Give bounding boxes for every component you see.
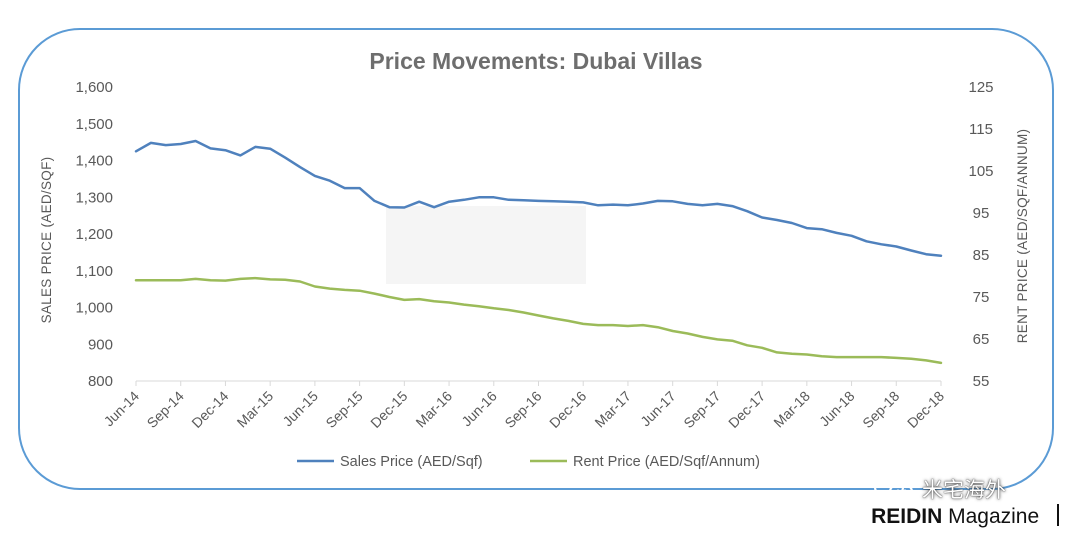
wechat-icon — [873, 474, 914, 503]
x-tick-label: Dec-17 — [725, 388, 768, 431]
y2-tick-label: 55 — [973, 373, 990, 390]
y-tick-label: 800 — [88, 373, 113, 390]
y2-axis-ticks: 55 65 75 85 95 105 115 125 — [968, 79, 993, 390]
series-lines — [134, 139, 943, 365]
legend-label-rent: Rent Price (AED/Sqf/Annum) — [573, 454, 760, 470]
wechat-watermark: 米宅海外 — [872, 474, 1006, 504]
x-tick-label: Mar-17 — [591, 388, 634, 431]
reidin-logo-watermark — [386, 206, 586, 284]
y2-tick-label: 65 — [973, 331, 990, 348]
y-axis-title: SALES PRICE (AED/SQF) — [39, 157, 54, 324]
y2-tick-label: 105 — [968, 163, 993, 180]
x-axis-ticks: Jun-14 Sep-14 Dec-14 Mar-15 Jun-15 Sep-15 Dec-… — [101, 381, 947, 431]
y2-tick-label: 75 — [973, 289, 990, 306]
y-tick-label: 900 — [88, 336, 113, 353]
y2-tick-label: 115 — [969, 121, 993, 138]
x-tick-label: Sep-14 — [144, 388, 187, 431]
x-tick-label: Mar-18 — [770, 388, 813, 431]
brand-suffix: Magazine — [948, 505, 1040, 528]
magazine-footer: REIDIN Magazine — [871, 504, 1059, 529]
x-tick-label: Jun-15 — [279, 388, 321, 430]
watermark-text: 米宅海外 — [922, 478, 1006, 502]
x-tick-label: Sep-15 — [322, 388, 365, 431]
x-tick-label: Jun-17 — [637, 388, 679, 430]
y-tick-label: 1,100 — [75, 263, 113, 280]
y-tick-label: 1,200 — [75, 226, 113, 243]
x-tick-label: Dec-16 — [546, 388, 589, 431]
chart-title: Price Movements: Dubai Villas — [369, 48, 702, 74]
y-tick-label: 1,300 — [75, 189, 113, 206]
rent-price-line — [134, 276, 943, 365]
x-tick-label: Dec-15 — [367, 388, 410, 431]
x-tick-label: Jun-14 — [101, 388, 143, 430]
x-tick-label: Mar-16 — [412, 388, 455, 431]
legend-label-sales: Sales Price (AED/Sqf) — [340, 454, 483, 470]
y-tick-label: 1,000 — [75, 300, 113, 317]
brand-name: REIDIN — [871, 505, 943, 528]
x-tick-label: Mar-15 — [234, 388, 277, 431]
chart-frame — [18, 28, 1054, 490]
x-tick-label: Dec-14 — [188, 388, 231, 431]
y-tick-label: 1,400 — [75, 153, 113, 170]
y2-tick-label: 95 — [973, 205, 990, 222]
sales-price-line — [134, 139, 943, 257]
y-axis-ticks: 800 900 1,000 1,100 1,200 1,300 1,400 1,500 1,60… — [75, 79, 113, 390]
x-tick-label: Sep-18 — [859, 388, 902, 431]
x-tick-label: Dec-18 — [904, 388, 947, 431]
y2-tick-label: 85 — [973, 247, 990, 264]
footer-divider — [1057, 504, 1059, 526]
y-tick-label: 1,500 — [75, 116, 113, 133]
x-tick-label: Jun-18 — [816, 388, 858, 430]
x-tick-label: Sep-17 — [680, 388, 723, 431]
legend: Sales Price (AED/Sqf) Rent Price (AED/Sq… — [297, 454, 760, 470]
x-tick-label: Sep-16 — [501, 388, 544, 431]
y2-tick-label: 125 — [968, 79, 993, 96]
y-tick-label: 1,600 — [75, 79, 113, 96]
x-tick-label: Jun-16 — [458, 388, 500, 430]
y2-axis-title: RENT PRICE (AED/SQF/ANNUM) — [1015, 129, 1030, 344]
